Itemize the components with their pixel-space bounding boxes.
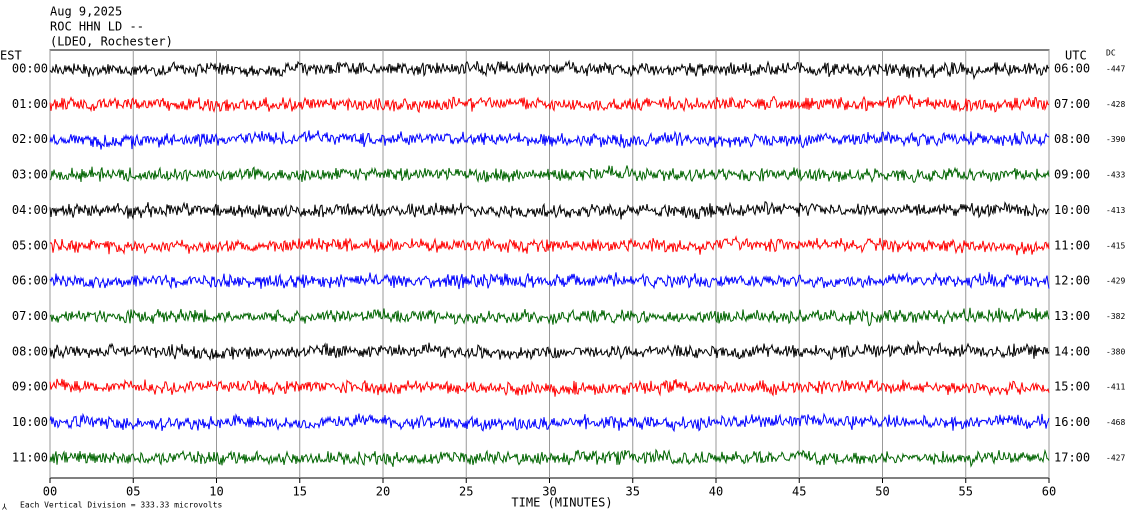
scale-icon: ⅄ (1, 503, 7, 512)
utc-label: 11:00 (1054, 238, 1090, 252)
dc-title: DC (1106, 49, 1116, 58)
trace (49, 165, 1050, 184)
est-label: 08:00 (12, 344, 48, 358)
est-label: 06:00 (12, 274, 48, 288)
est-label: 11:00 (12, 450, 48, 464)
utc-label: 12:00 (1054, 274, 1090, 288)
x-tick-label: 35 (626, 485, 640, 499)
scale-note: Each Vertical Division = 333.33 microvol… (20, 501, 222, 510)
trace (49, 201, 1050, 221)
x-tick-label: 45 (792, 485, 806, 499)
utc-label: 06:00 (1054, 62, 1090, 76)
utc-label: 08:00 (1054, 132, 1090, 146)
dc-label: -427 (1106, 453, 1125, 462)
dc-label: -413 (1106, 206, 1125, 215)
left-axis-title: EST (0, 49, 22, 63)
trace (49, 94, 1050, 114)
x-tick-label: 40 (709, 485, 723, 499)
x-tick-label: 25 (459, 485, 473, 499)
trace (49, 448, 1050, 468)
utc-label: 07:00 (1054, 97, 1090, 111)
utc-label: 09:00 (1054, 168, 1090, 182)
dc-label: -411 (1106, 383, 1125, 392)
dc-label: -429 (1106, 277, 1125, 286)
dc-label: -447 (1106, 65, 1125, 74)
est-label: 01:00 (12, 97, 48, 111)
est-label: 02:00 (12, 132, 48, 146)
est-label: 05:00 (12, 238, 48, 252)
trace (49, 271, 1050, 290)
utc-label: 13:00 (1054, 309, 1090, 323)
header-line: Aug 9,2025 (50, 5, 122, 19)
est-label: 04:00 (12, 203, 48, 217)
dc-label: -428 (1106, 100, 1125, 109)
x-axis-title: TIME (MINUTES) (511, 496, 612, 510)
dc-label: -390 (1106, 135, 1125, 144)
dc-label: -380 (1106, 347, 1125, 356)
trace (49, 412, 1050, 433)
x-tick-label: 30 (542, 485, 556, 499)
est-label: 09:00 (12, 380, 48, 394)
trace (49, 340, 1050, 362)
x-tick-label: 10 (209, 485, 223, 499)
utc-label: 10:00 (1054, 203, 1090, 217)
utc-label: 15:00 (1054, 380, 1090, 394)
est-label: 03:00 (12, 168, 48, 182)
x-tick-label: 60 (1042, 485, 1056, 499)
est-label: 00:00 (12, 62, 48, 76)
dc-label: -433 (1106, 171, 1125, 180)
x-tick-label: 20 (376, 485, 390, 499)
trace (49, 59, 1050, 81)
utc-label: 16:00 (1054, 415, 1090, 429)
x-tick-label: 05 (126, 485, 140, 499)
header-line: (LDEO, Rochester) (50, 35, 173, 49)
header-line: ROC HHN LD -- (50, 20, 144, 34)
utc-label: 17:00 (1054, 450, 1090, 464)
dc-label: -415 (1106, 241, 1125, 250)
trace (49, 130, 1050, 150)
right-axis-title: UTC (1065, 49, 1087, 63)
trace (49, 307, 1050, 327)
x-tick-label: 50 (875, 485, 889, 499)
trace (49, 235, 1050, 256)
est-label: 10:00 (12, 415, 48, 429)
x-tick-label: 00 (43, 485, 57, 499)
trace (49, 378, 1050, 397)
dc-label: -382 (1106, 312, 1125, 321)
utc-label: 14:00 (1054, 344, 1090, 358)
est-label: 07:00 (12, 309, 48, 323)
x-tick-label: 55 (959, 485, 973, 499)
dc-label: -468 (1106, 418, 1125, 427)
x-tick-label: 15 (293, 485, 307, 499)
